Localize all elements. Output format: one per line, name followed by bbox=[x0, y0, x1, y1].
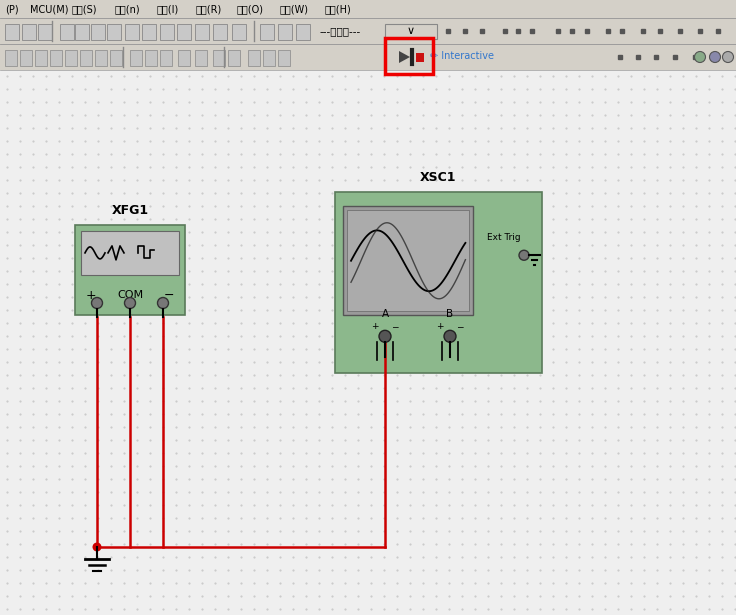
Bar bbox=[278, 50, 290, 66]
Circle shape bbox=[124, 298, 135, 309]
Text: 帮助(H): 帮助(H) bbox=[325, 4, 352, 14]
Bar bbox=[81, 231, 179, 274]
Bar bbox=[50, 50, 62, 66]
Bar bbox=[38, 24, 52, 40]
Bar bbox=[385, 24, 437, 39]
Bar bbox=[248, 50, 260, 66]
Polygon shape bbox=[399, 51, 410, 63]
Bar bbox=[178, 50, 190, 66]
Text: +: + bbox=[85, 288, 96, 302]
Bar bbox=[263, 50, 275, 66]
Bar bbox=[95, 50, 107, 66]
Bar bbox=[75, 225, 185, 315]
Bar bbox=[20, 50, 32, 66]
Text: (P): (P) bbox=[5, 4, 18, 14]
Bar bbox=[260, 24, 274, 40]
Bar bbox=[232, 24, 246, 40]
Bar bbox=[0, 44, 736, 70]
Bar bbox=[385, 38, 433, 74]
Text: ✏ Interactive: ✏ Interactive bbox=[430, 51, 494, 61]
Text: +: + bbox=[371, 322, 379, 331]
Text: XFG1: XFG1 bbox=[111, 204, 149, 217]
Bar bbox=[343, 207, 473, 315]
Circle shape bbox=[444, 330, 456, 343]
Bar bbox=[213, 24, 227, 40]
Text: 选项(O): 选项(O) bbox=[237, 4, 264, 14]
Text: MCU(M): MCU(M) bbox=[30, 4, 68, 14]
Bar bbox=[228, 50, 240, 66]
Bar bbox=[130, 50, 142, 66]
Bar bbox=[75, 24, 89, 40]
Bar bbox=[347, 210, 470, 311]
Bar bbox=[5, 24, 19, 40]
Text: Ext Trig: Ext Trig bbox=[487, 232, 520, 242]
Bar bbox=[0, 18, 736, 44]
Bar bbox=[35, 50, 47, 66]
Text: B: B bbox=[447, 309, 453, 319]
Bar bbox=[195, 50, 207, 66]
Circle shape bbox=[695, 52, 706, 63]
Bar bbox=[22, 24, 36, 40]
Bar bbox=[142, 24, 156, 40]
Text: −: − bbox=[163, 288, 174, 302]
Bar bbox=[0, 0, 736, 18]
Bar bbox=[296, 24, 310, 40]
Circle shape bbox=[723, 52, 734, 63]
Bar bbox=[335, 192, 542, 373]
Bar bbox=[278, 24, 292, 40]
Bar bbox=[65, 50, 77, 66]
Circle shape bbox=[710, 52, 721, 63]
Text: −: − bbox=[392, 322, 399, 331]
Bar bbox=[107, 24, 121, 40]
Bar bbox=[160, 50, 172, 66]
Bar bbox=[80, 50, 92, 66]
Text: A: A bbox=[381, 309, 389, 319]
Text: 工具(I): 工具(I) bbox=[157, 4, 180, 14]
Bar bbox=[60, 24, 74, 40]
Bar bbox=[416, 53, 424, 62]
Bar bbox=[213, 50, 225, 66]
Text: 仿真(S): 仿真(S) bbox=[72, 4, 97, 14]
Text: +: + bbox=[436, 322, 444, 331]
Bar bbox=[195, 24, 209, 40]
Bar bbox=[5, 50, 17, 66]
Bar bbox=[125, 24, 139, 40]
Circle shape bbox=[379, 330, 391, 343]
Circle shape bbox=[158, 298, 169, 309]
Text: ∨: ∨ bbox=[407, 26, 415, 36]
Text: COM: COM bbox=[117, 290, 143, 300]
Bar bbox=[110, 50, 122, 66]
Bar bbox=[177, 24, 191, 40]
Text: 报告(R): 报告(R) bbox=[196, 4, 222, 14]
Text: ---在列表---: ---在列表--- bbox=[320, 26, 361, 36]
Bar bbox=[160, 24, 174, 40]
Text: −: − bbox=[456, 322, 464, 331]
Bar bbox=[0, 70, 736, 615]
Bar bbox=[145, 50, 157, 66]
Circle shape bbox=[91, 298, 102, 309]
Text: XSC1: XSC1 bbox=[420, 171, 457, 184]
Text: 窗口(W): 窗口(W) bbox=[280, 4, 309, 14]
Text: 转移(n): 转移(n) bbox=[115, 4, 141, 14]
Bar bbox=[91, 24, 105, 40]
Circle shape bbox=[93, 542, 102, 552]
Circle shape bbox=[519, 250, 529, 260]
